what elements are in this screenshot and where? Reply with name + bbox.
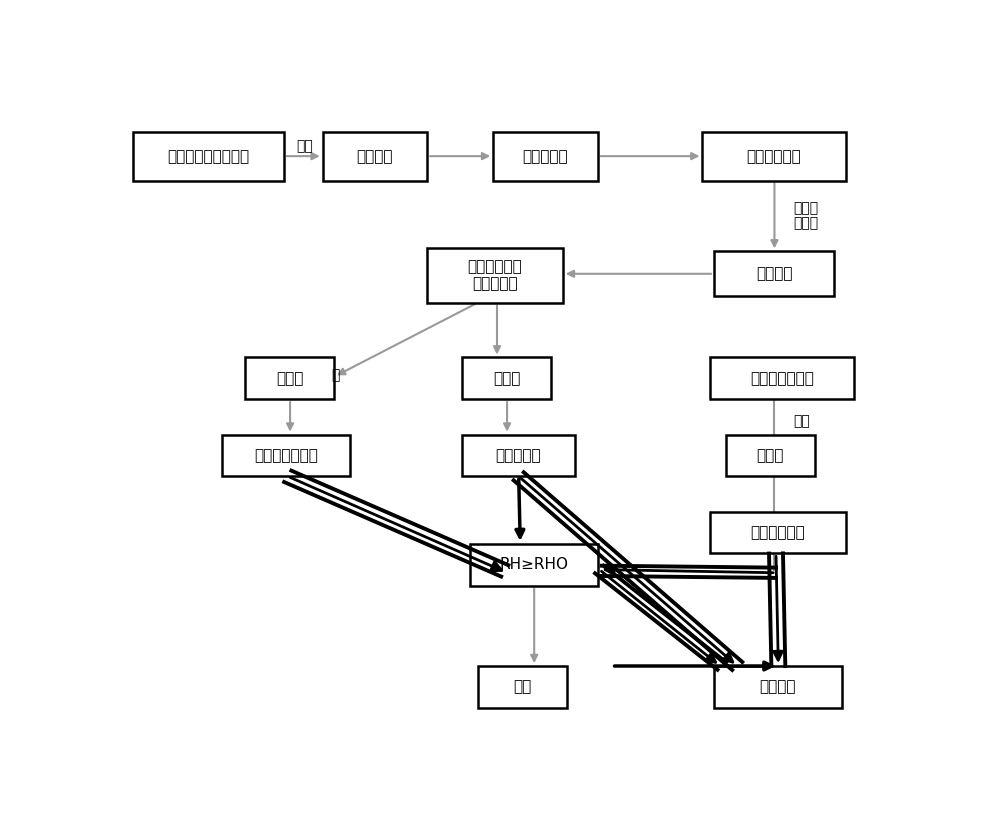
- Text: 排水泵间歇工作: 排水泵间歇工作: [254, 448, 318, 463]
- Text: 正转气泵（高转速）: 正转气泵（高转速）: [167, 149, 249, 164]
- FancyBboxPatch shape: [493, 133, 598, 180]
- Text: 甩到外筒壁，
流到排水口: 甩到外筒壁， 流到排水口: [468, 259, 522, 291]
- FancyBboxPatch shape: [427, 248, 563, 303]
- Text: 壁冷知: 壁冷知: [793, 216, 818, 230]
- Text: 定时结束: 定时结束: [760, 680, 796, 695]
- FancyBboxPatch shape: [222, 434, 350, 476]
- Text: ，: ，: [332, 367, 340, 382]
- Text: RH≥RHO: RH≥RHO: [499, 557, 568, 572]
- FancyBboxPatch shape: [462, 357, 551, 399]
- FancyBboxPatch shape: [710, 512, 846, 554]
- Text: 单向过滤网: 单向过滤网: [523, 149, 568, 164]
- Text: 下排水: 下排水: [493, 371, 520, 386]
- Text: 过滤网: 过滤网: [757, 448, 784, 463]
- FancyBboxPatch shape: [478, 666, 567, 708]
- FancyBboxPatch shape: [462, 434, 574, 476]
- Text: 遇外筒: 遇外筒: [793, 201, 818, 215]
- FancyBboxPatch shape: [714, 666, 842, 708]
- FancyBboxPatch shape: [714, 251, 834, 296]
- FancyBboxPatch shape: [710, 357, 854, 399]
- Text: 结束: 结束: [513, 680, 531, 695]
- Text: 外筒右上方出口: 外筒右上方出口: [750, 371, 814, 386]
- FancyBboxPatch shape: [702, 133, 846, 180]
- Text: 流到箱体外: 流到箱体外: [496, 448, 541, 463]
- FancyBboxPatch shape: [470, 544, 598, 585]
- FancyBboxPatch shape: [133, 133, 284, 180]
- Text: 蒸发到箱体外: 蒸发到箱体外: [751, 525, 805, 540]
- Text: 热风: 热风: [296, 139, 313, 154]
- Text: 水汽凝结: 水汽凝结: [756, 266, 792, 281]
- FancyBboxPatch shape: [245, 357, 334, 399]
- Text: 连通风管: 连通风管: [357, 149, 393, 164]
- Text: 蒸发: 蒸发: [793, 415, 810, 428]
- Text: 内筒水汽蒸发: 内筒水汽蒸发: [747, 149, 801, 164]
- FancyBboxPatch shape: [323, 133, 427, 180]
- FancyBboxPatch shape: [726, 434, 815, 476]
- Text: 上排水: 上排水: [276, 371, 303, 386]
